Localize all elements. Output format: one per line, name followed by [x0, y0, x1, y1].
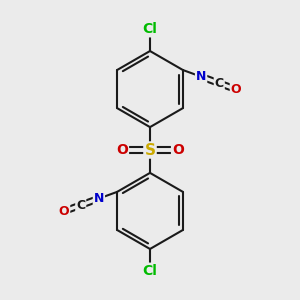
- Text: O: O: [172, 143, 184, 157]
- Text: C: C: [215, 77, 224, 90]
- Text: C: C: [76, 199, 85, 212]
- Text: N: N: [196, 70, 206, 83]
- Text: O: O: [231, 83, 241, 96]
- Text: N: N: [94, 192, 104, 205]
- Text: Cl: Cl: [142, 22, 158, 36]
- Text: O: O: [59, 205, 69, 218]
- Text: O: O: [116, 143, 128, 157]
- Text: S: S: [145, 142, 155, 158]
- Text: Cl: Cl: [142, 264, 158, 278]
